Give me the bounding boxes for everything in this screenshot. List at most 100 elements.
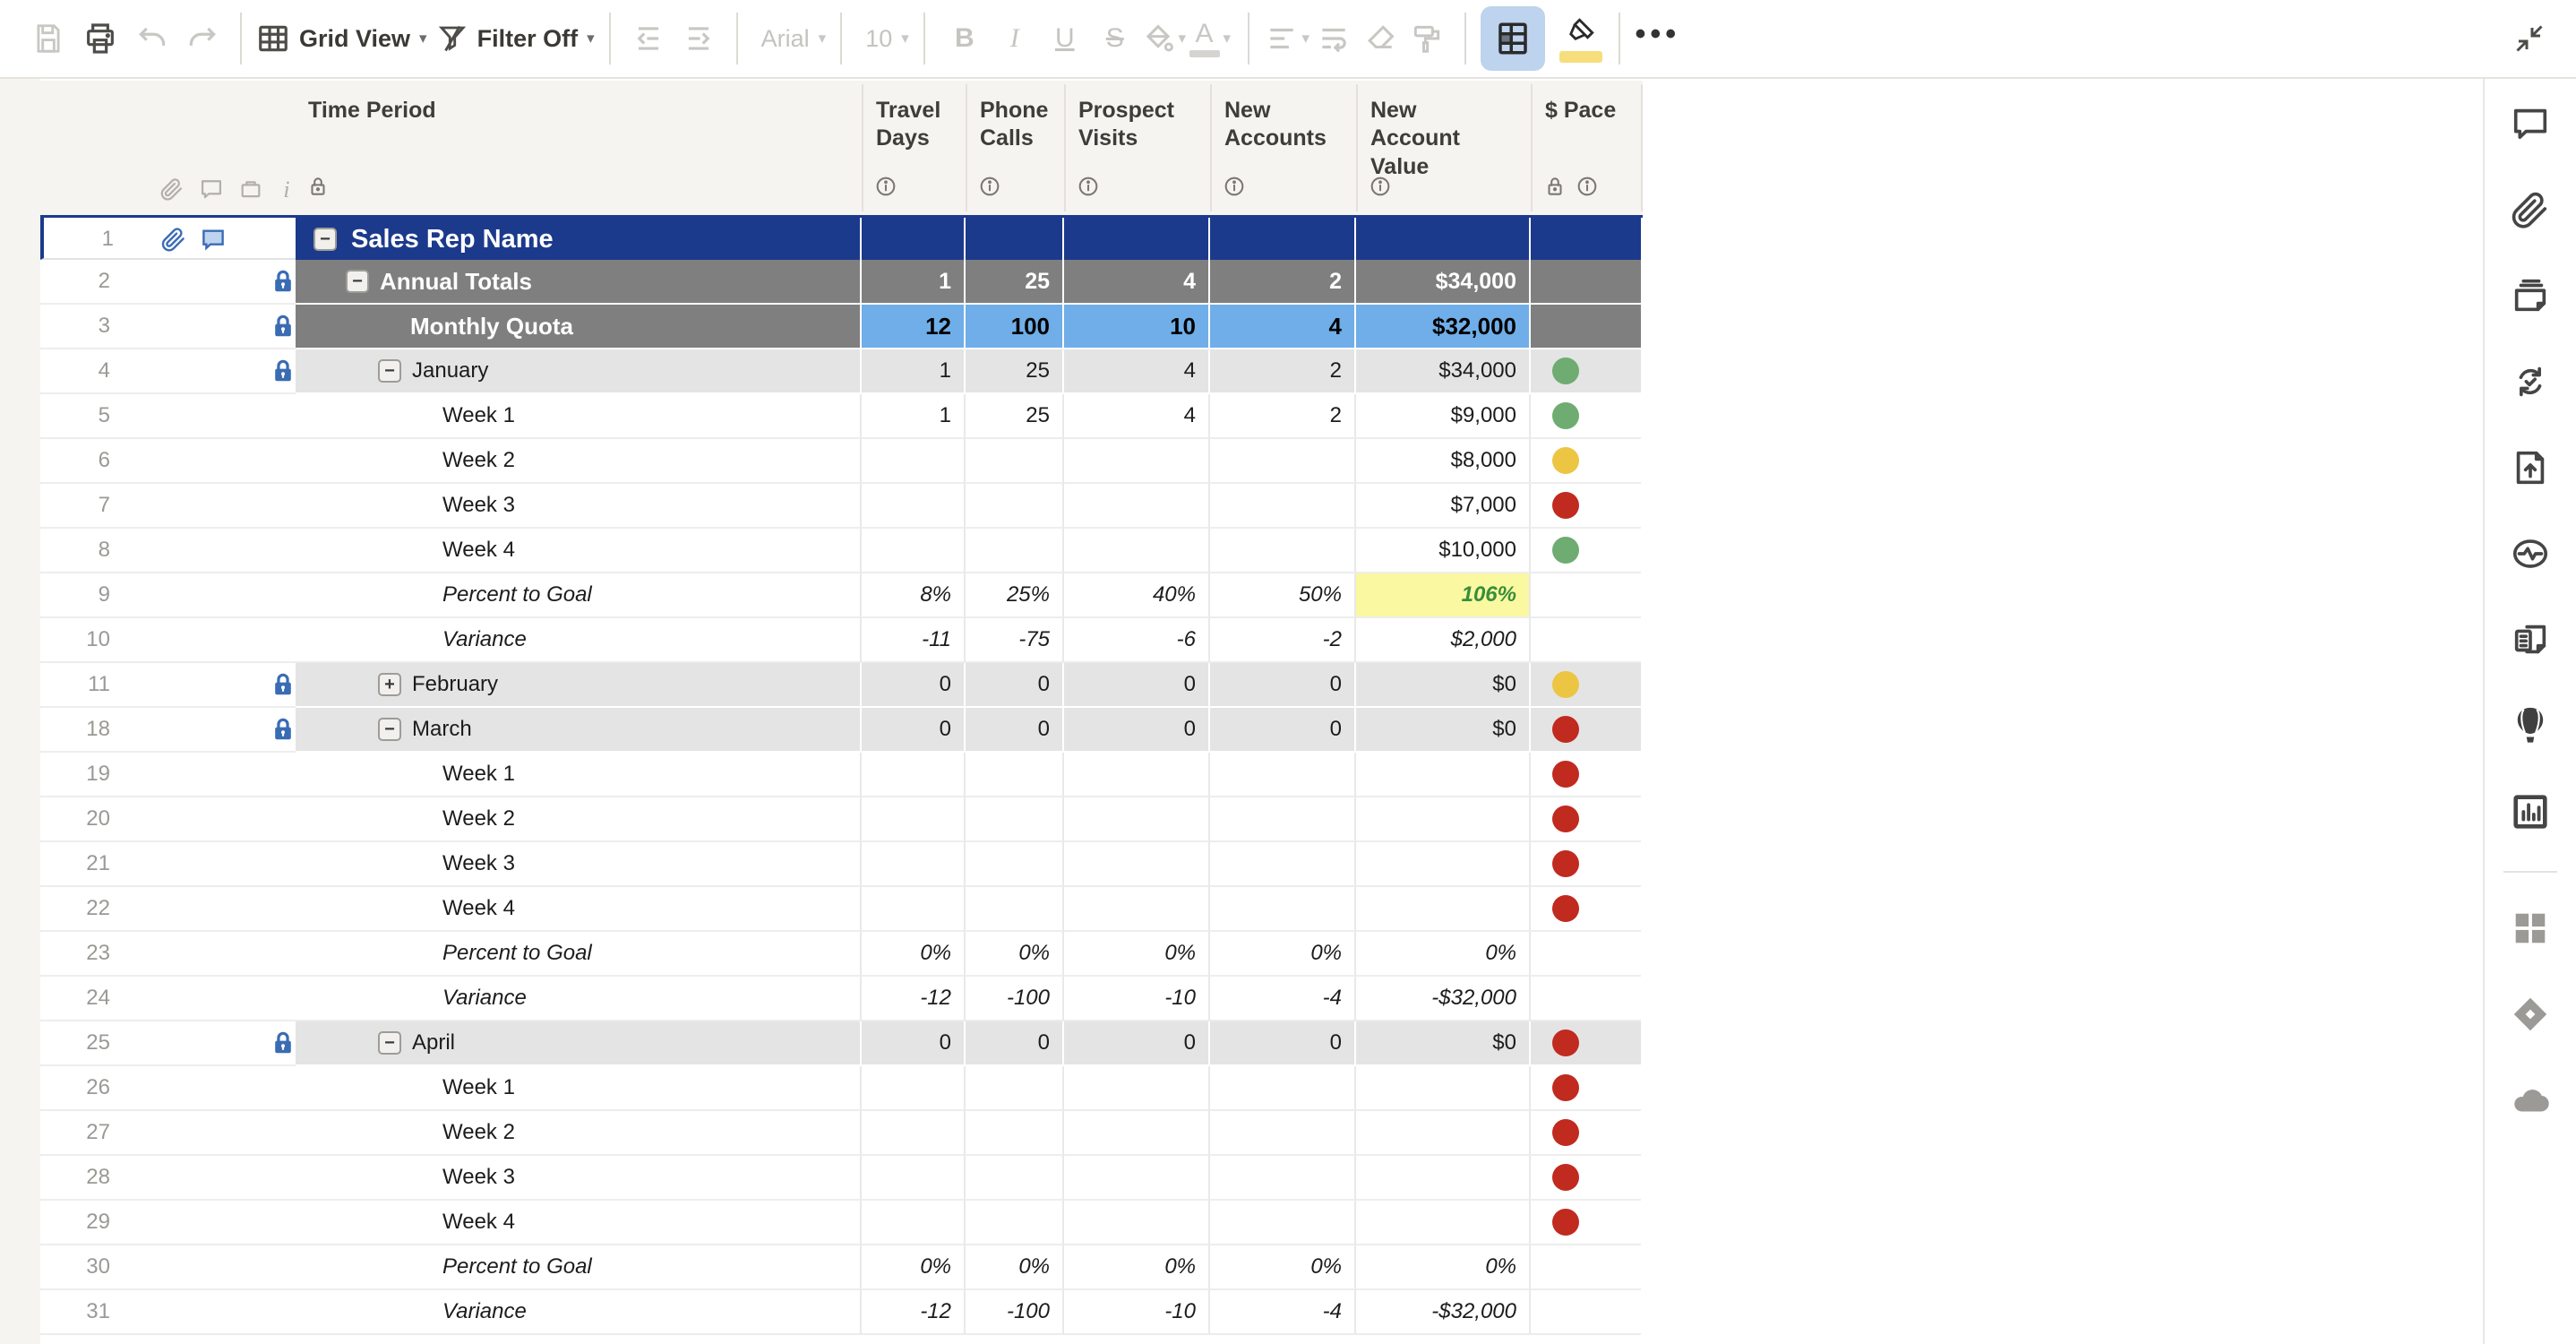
cell-prospect[interactable] (1064, 753, 1210, 797)
cell-time-period[interactable]: −Sales Rep Name (296, 218, 862, 263)
cell-time-period[interactable]: Variance (296, 618, 862, 663)
cell-time-period[interactable]: −Annual Totals (296, 260, 862, 305)
row-number[interactable]: 19 (40, 753, 110, 796)
sidebar-attachments-icon[interactable] (2502, 181, 2559, 238)
cell-accounts[interactable] (1210, 1156, 1356, 1201)
outdent-button[interactable] (625, 10, 672, 67)
cell-prospect[interactable] (1064, 1156, 1210, 1201)
cell-phone[interactable] (966, 439, 1064, 484)
row-number[interactable]: 30 (40, 1245, 110, 1288)
cell-prospect[interactable] (1064, 842, 1210, 887)
cell-travel[interactable] (862, 1201, 966, 1245)
cell-phone[interactable]: 0 (966, 1021, 1064, 1066)
cell-pace[interactable] (1531, 439, 1641, 484)
cell-value[interactable]: $10,000 (1356, 529, 1531, 573)
row-comment-icon[interactable] (198, 224, 228, 254)
column-header-accounts[interactable]: New Accounts (1210, 84, 1356, 211)
row-number[interactable]: 6 (40, 439, 110, 482)
row-number[interactable]: 18 (40, 708, 110, 751)
row-number[interactable]: 1 (44, 218, 114, 261)
cell-value[interactable]: 0% (1356, 1245, 1531, 1290)
sidebar-summary-icon[interactable] (2502, 611, 2559, 668)
row-number[interactable]: 29 (40, 1201, 110, 1244)
cell-phone[interactable]: 25 (966, 349, 1064, 394)
cell-accounts[interactable]: 0 (1210, 1021, 1356, 1066)
cell-prospect[interactable]: 4 (1064, 260, 1210, 305)
cell-time-period[interactable]: Percent to Goal (296, 1245, 862, 1290)
cell-value[interactable]: $0 (1356, 708, 1531, 753)
font-family-selector[interactable]: Arial ▾ (752, 10, 827, 67)
cell-prospect[interactable] (1064, 887, 1210, 932)
cell-travel[interactable]: 0% (862, 1245, 966, 1290)
cell-value[interactable]: -$32,000 (1356, 1290, 1531, 1335)
cell-phone[interactable] (966, 887, 1064, 932)
cell-pace[interactable] (1531, 260, 1641, 305)
cell-travel[interactable]: 8% (862, 573, 966, 618)
column-info-icon[interactable] (874, 175, 897, 202)
column-header-value[interactable]: New Account Value (1356, 84, 1531, 211)
row-number[interactable]: 7 (40, 484, 110, 527)
format-painter-button[interactable] (1404, 10, 1450, 67)
row-number[interactable]: 20 (40, 797, 110, 840)
cell-travel[interactable]: 0% (862, 932, 966, 977)
filter-selector[interactable]: Filter Off ▾ (436, 10, 595, 67)
cell-phone[interactable] (966, 842, 1064, 887)
cell-accounts[interactable] (1210, 887, 1356, 932)
row-number[interactable]: 11 (40, 663, 110, 706)
indent-button[interactable] (675, 10, 722, 67)
cell-travel[interactable] (862, 753, 966, 797)
cell-travel[interactable] (862, 484, 966, 529)
cell-prospect[interactable] (1064, 1111, 1210, 1156)
cell-accounts[interactable] (1210, 529, 1356, 573)
cell-pace[interactable] (1531, 932, 1641, 977)
row-number[interactable]: 10 (40, 618, 110, 661)
row-number[interactable]: 28 (40, 1156, 110, 1199)
cell-time-period[interactable]: Week 2 (296, 439, 862, 484)
bold-button[interactable]: B (940, 10, 990, 67)
cell-value[interactable]: $9,000 (1356, 394, 1531, 439)
cell-pace[interactable] (1531, 663, 1641, 708)
cell-time-period[interactable]: Week 3 (296, 842, 862, 887)
cell-value[interactable]: $34,000 (1356, 349, 1531, 394)
cell-value[interactable]: $7,000 (1356, 484, 1531, 529)
cell-value[interactable] (1356, 842, 1531, 887)
cell-accounts[interactable] (1210, 753, 1356, 797)
cell-time-period[interactable]: Week 3 (296, 1156, 862, 1201)
cell-time-period[interactable]: Week 3 (296, 484, 862, 529)
cell-pace[interactable] (1531, 1290, 1641, 1335)
cell-phone[interactable]: -100 (966, 977, 1064, 1021)
cell-time-period[interactable]: Variance (296, 1290, 862, 1335)
cell-time-period[interactable]: Week 1 (296, 1066, 862, 1111)
collapse-row-button[interactable]: − (313, 228, 337, 251)
cell-pace[interactable] (1531, 618, 1641, 663)
cell-travel[interactable]: 1 (862, 349, 966, 394)
cell-pace[interactable] (1531, 1021, 1641, 1066)
collapse-toolbar-button[interactable] (2506, 10, 2553, 67)
print-button[interactable] (77, 10, 124, 67)
cell-travel[interactable] (862, 529, 966, 573)
row-number[interactable]: 9 (40, 573, 110, 616)
cell-phone[interactable]: -75 (966, 618, 1064, 663)
more-options-button[interactable]: ••• (1635, 10, 1681, 67)
cell-prospect[interactable]: 10 (1064, 305, 1210, 349)
cell-value[interactable] (1356, 887, 1531, 932)
row-number[interactable]: 26 (40, 1066, 110, 1109)
cell-phone[interactable] (966, 797, 1064, 842)
row-number[interactable]: 27 (40, 1111, 110, 1154)
cell-travel[interactable]: 0 (862, 1021, 966, 1066)
cell-pace[interactable] (1531, 484, 1641, 529)
sidebar-connector-cloud-icon[interactable] (2502, 1072, 2559, 1129)
column-info-icon[interactable] (1369, 175, 1392, 202)
cell-accounts[interactable]: 0 (1210, 708, 1356, 753)
cell-prospect[interactable] (1064, 1066, 1210, 1111)
cell-phone[interactable] (966, 1111, 1064, 1156)
cell-accounts[interactable]: -4 (1210, 1290, 1356, 1335)
cell-value[interactable]: $0 (1356, 663, 1531, 708)
cell-value[interactable]: $34,000 (1356, 260, 1531, 305)
row-number[interactable]: 25 (40, 1021, 110, 1064)
cell-prospect[interactable]: 0 (1064, 708, 1210, 753)
cell-phone[interactable] (966, 753, 1064, 797)
cell-prospect[interactable] (1064, 484, 1210, 529)
cell-travel[interactable] (862, 1066, 966, 1111)
cell-accounts[interactable] (1210, 439, 1356, 484)
